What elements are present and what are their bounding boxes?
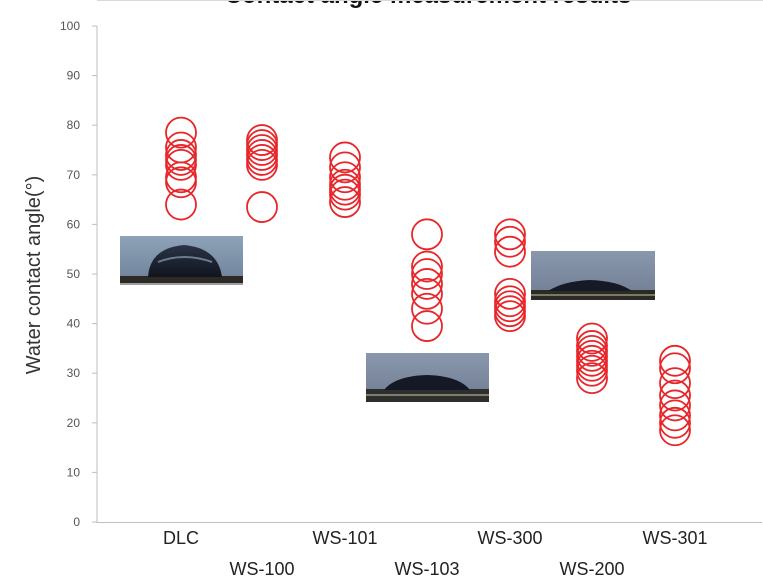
data-point <box>659 389 691 422</box>
data-point <box>494 300 526 333</box>
y-tick-label: 60 <box>67 217 81 231</box>
x-category-label: WS-300 <box>477 528 542 548</box>
y-tick-label: 90 <box>67 69 81 83</box>
data-point <box>494 225 526 258</box>
droplet-photo-dlc <box>120 236 243 285</box>
data-point <box>411 268 443 300</box>
chart-title: Contact angle measurement results <box>225 0 632 9</box>
y-tick-label: 70 <box>67 168 81 182</box>
x-category-label: WS-101 <box>312 528 377 548</box>
data-points <box>165 116 691 447</box>
y-tick-label: 30 <box>67 366 81 380</box>
data-point <box>659 352 691 385</box>
droplet-photo-ws-103 <box>366 353 489 402</box>
data-point <box>411 258 443 290</box>
data-point <box>165 148 197 181</box>
data-point <box>329 141 361 174</box>
data-point <box>494 277 526 310</box>
data-point <box>411 292 443 325</box>
y-axis: 0 10 20 30 40 50 60 70 80 90 100 <box>60 19 98 529</box>
x-category-label: WS-200 <box>559 559 624 578</box>
data-point <box>576 322 608 355</box>
data-point <box>329 186 361 218</box>
data-point <box>659 344 691 377</box>
x-category-labels: DLC WS-100 WS-101 WS-103 WS-300 WS-200 WS-301 <box>163 528 708 578</box>
data-point <box>494 218 526 251</box>
y-tick-label: 50 <box>67 267 81 281</box>
data-point <box>576 354 608 387</box>
y-tick-label: 10 <box>67 465 81 479</box>
data-point <box>165 188 197 221</box>
y-tick-label: 100 <box>60 19 80 33</box>
data-point <box>246 191 278 223</box>
data-point <box>329 178 361 211</box>
data-point <box>494 235 526 268</box>
droplet-photo-ws-300 <box>531 251 655 300</box>
y-tick-label: 0 <box>73 515 80 529</box>
x-category-label: WS-103 <box>394 559 459 578</box>
data-point <box>659 399 691 432</box>
data-point <box>411 277 443 310</box>
data-point <box>659 414 691 447</box>
data-point <box>659 379 691 412</box>
data-point <box>411 250 443 283</box>
x-category-label: DLC <box>163 528 199 548</box>
y-tick-label: 40 <box>67 317 81 331</box>
data-point <box>165 166 197 199</box>
data-point <box>659 406 691 439</box>
data-point <box>576 362 608 395</box>
data-point <box>246 148 278 181</box>
x-category-label: WS-301 <box>642 528 707 548</box>
x-category-label: WS-100 <box>229 559 294 578</box>
data-point <box>329 161 361 194</box>
data-point <box>329 151 361 184</box>
y-axis-label: Water contact angle(°) <box>23 176 45 374</box>
data-point <box>411 218 443 251</box>
data-point <box>411 310 443 342</box>
y-tick-label: 80 <box>67 118 81 132</box>
data-point <box>165 116 197 149</box>
y-tick-label: 20 <box>67 416 81 430</box>
data-point <box>659 367 691 400</box>
